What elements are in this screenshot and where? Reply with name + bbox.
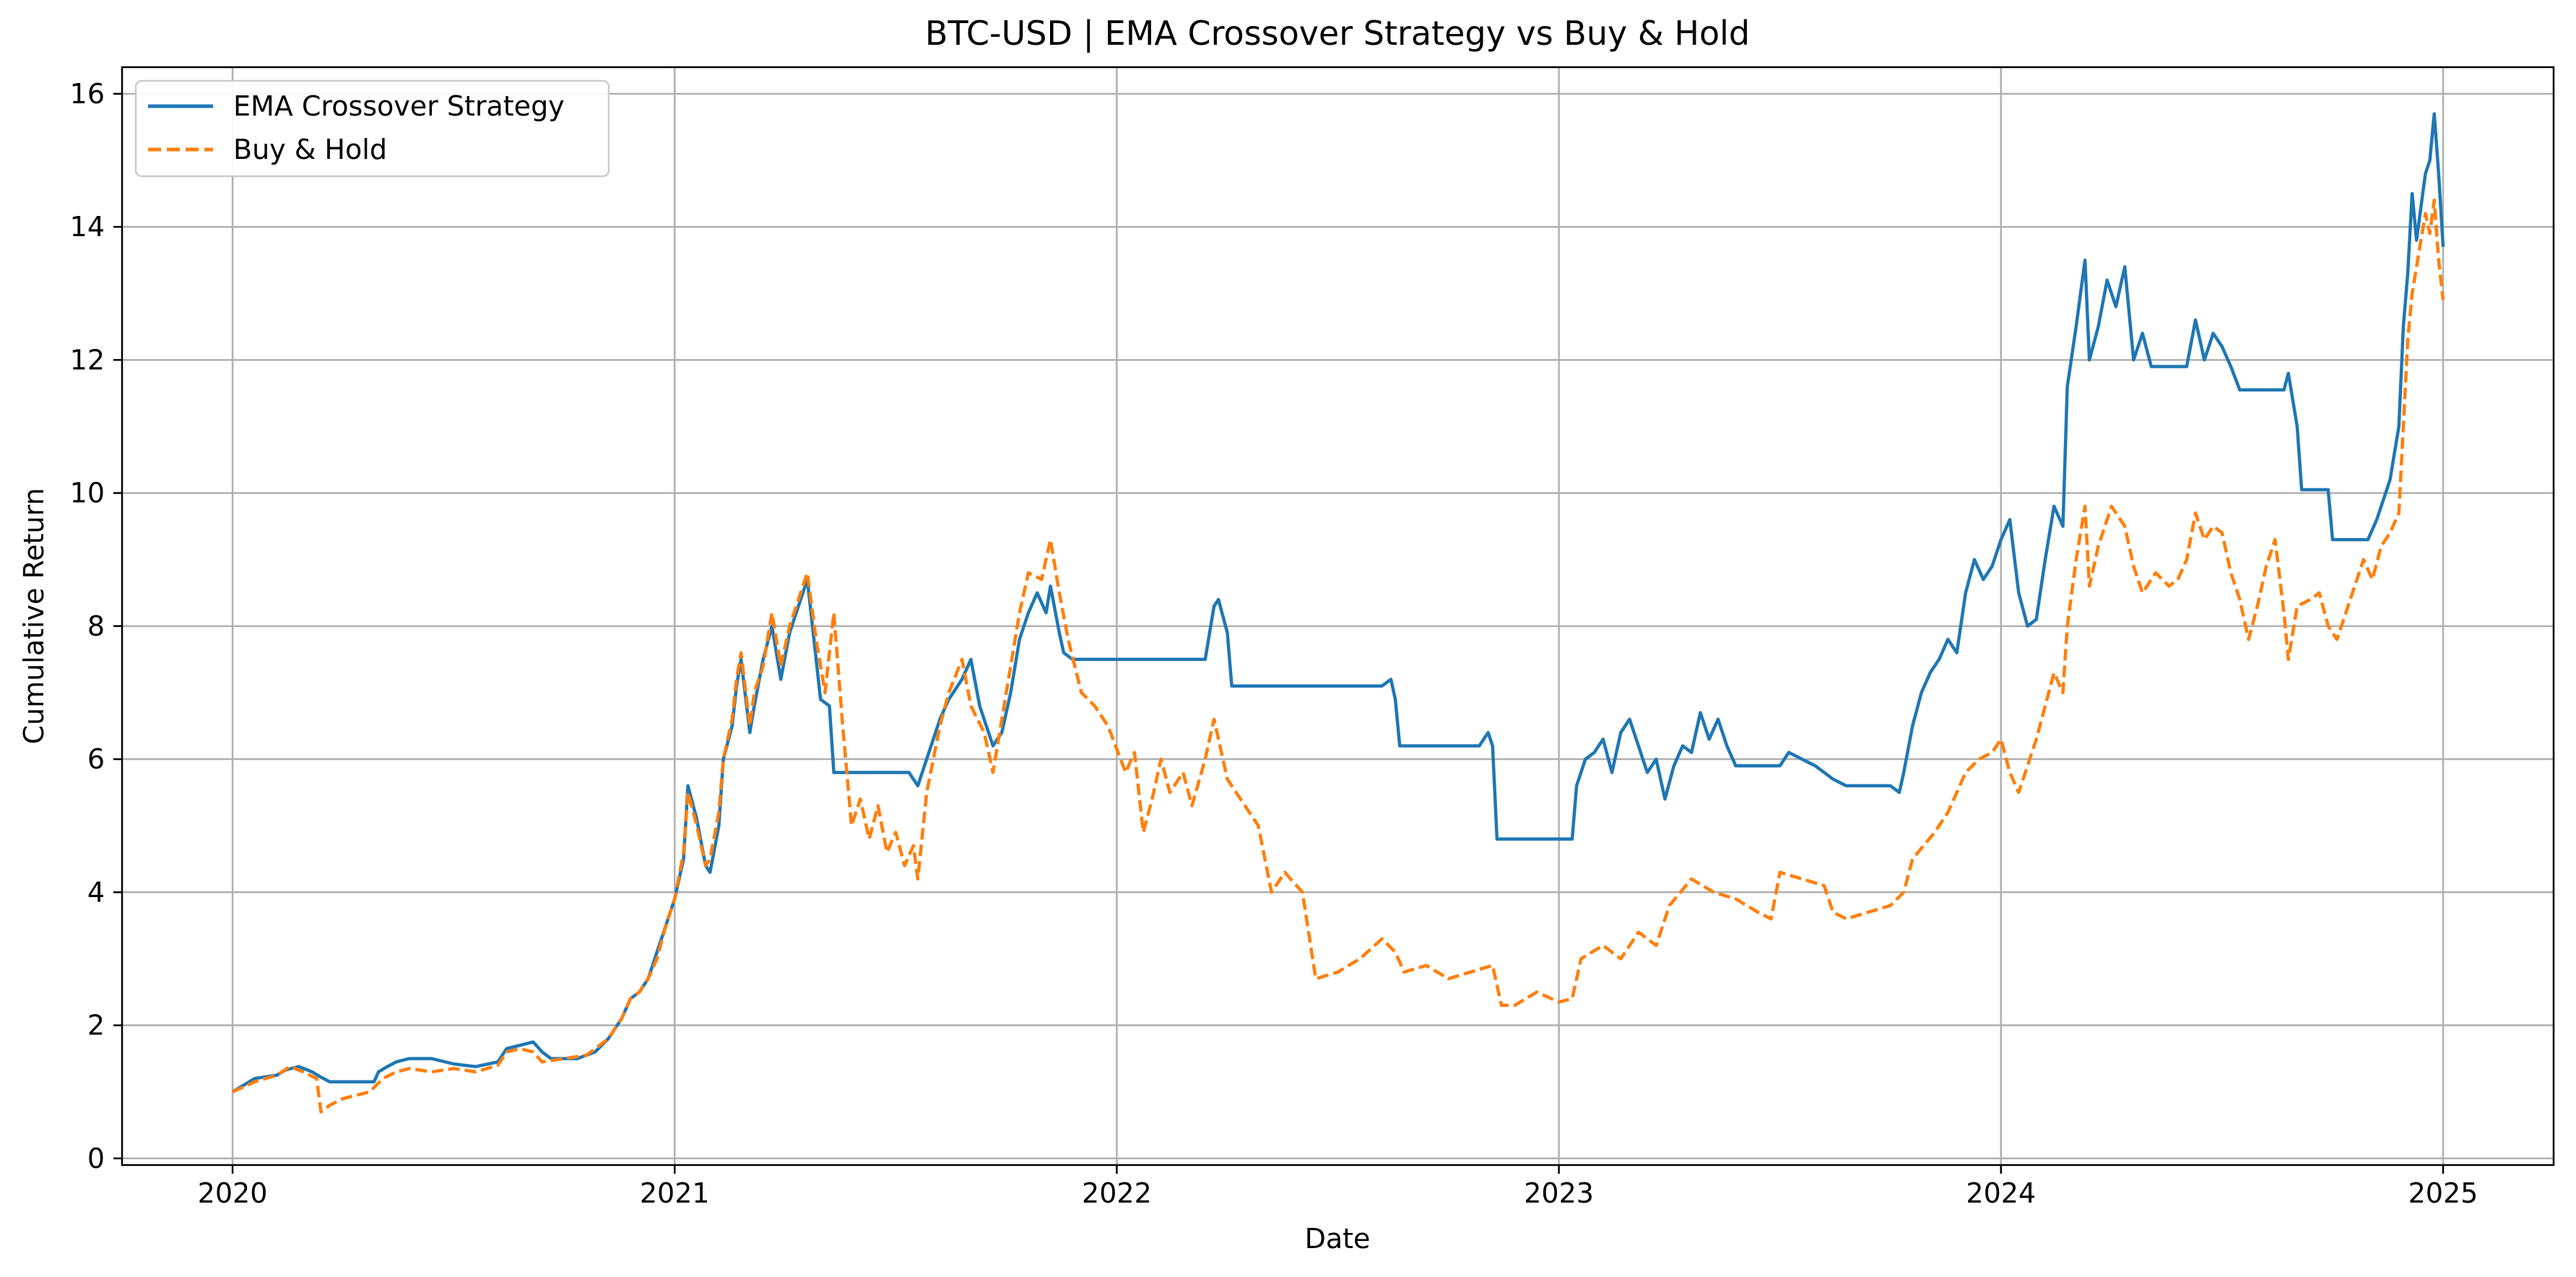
x-tick-label: 2024 (1966, 1177, 2036, 1209)
y-axis-ticks: 0 2 4 6 8 10 12 14 16 (70, 78, 122, 1174)
x-tick-label: 2025 (2408, 1177, 2479, 1209)
y-tick-label: 6 (87, 743, 105, 775)
legend-label-buy-hold: Buy & Hold (233, 134, 387, 165)
x-tick-label: 2022 (1082, 1177, 1152, 1209)
chart-title: BTC-USD | EMA Crossover Strategy vs Buy … (925, 14, 1750, 53)
series-layer (231, 112, 2445, 1114)
y-tick-label: 16 (70, 78, 105, 110)
y-tick-label: 12 (70, 344, 105, 376)
x-tick-label: 2023 (1524, 1177, 1594, 1209)
x-axis-ticks: 2020 2021 2022 2023 2024 2025 (198, 1165, 2479, 1209)
series-line-buy-hold (232, 198, 2445, 1114)
plot-frame (121, 66, 2555, 1166)
legend-box (134, 79, 610, 178)
y-tick-label: 2 (87, 1010, 105, 1042)
y-axis-label: Cumulative Return (18, 488, 50, 744)
y-tick-label: 14 (70, 211, 105, 243)
x-tick-label: 2021 (640, 1177, 710, 1209)
y-tick-label: 8 (87, 610, 105, 642)
y-tick-label: 10 (70, 477, 105, 509)
x-tick-label: 2020 (198, 1177, 268, 1209)
y-tick-label: 4 (87, 876, 105, 908)
x-axis-label: Date (1305, 1223, 1371, 1255)
legend-label-strategy: EMA Crossover Strategy (233, 90, 565, 122)
legend: EMA Crossover Strategy Buy & Hold (134, 79, 610, 178)
y-tick-label: 0 (87, 1143, 105, 1174)
